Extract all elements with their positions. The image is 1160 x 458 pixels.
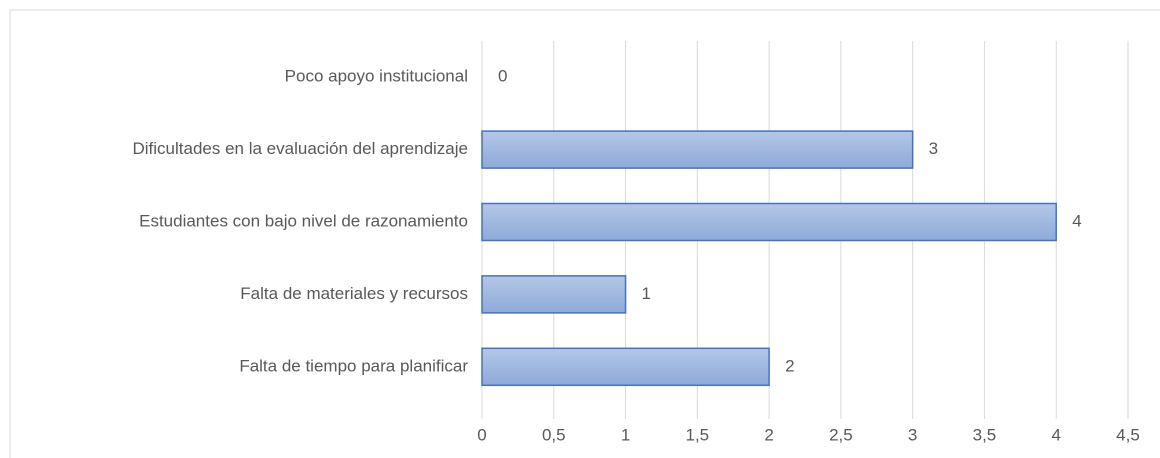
y-tick-label: Estudiantes con bajo nivel de razonamien… <box>139 211 468 230</box>
bar <box>481 202 1057 242</box>
bar <box>481 130 914 169</box>
x-tick-label: 3 <box>908 425 917 444</box>
data-label: 3 <box>929 139 938 158</box>
x-tick-label: 1,5 <box>686 425 710 444</box>
chart-frame <box>9 9 1160 458</box>
x-tick-label: 4,5 <box>1116 425 1140 444</box>
y-tick-label: Poco apoyo institucional <box>285 67 468 86</box>
bar <box>481 275 627 314</box>
x-tick-label: 2 <box>764 425 773 444</box>
x-tick-label: 0,5 <box>542 425 566 444</box>
bar <box>481 347 770 387</box>
y-tick-label: Falta de tiempo para planificar <box>239 356 468 375</box>
x-tick-label: 2,5 <box>829 425 853 444</box>
data-label: 1 <box>642 284 651 303</box>
x-tick-label: 4 <box>1051 425 1060 444</box>
data-label: 4 <box>1072 211 1081 230</box>
x-tick-label: 0 <box>477 425 486 444</box>
data-label: 0 <box>498 67 507 86</box>
y-tick-label: Dificultades en la evaluación del aprend… <box>133 139 469 158</box>
data-label: 2 <box>785 356 794 375</box>
x-tick-label: 1 <box>621 425 630 444</box>
y-tick-label: Falta de materiales y recursos <box>240 284 468 303</box>
x-tick-label: 3,5 <box>973 425 997 444</box>
